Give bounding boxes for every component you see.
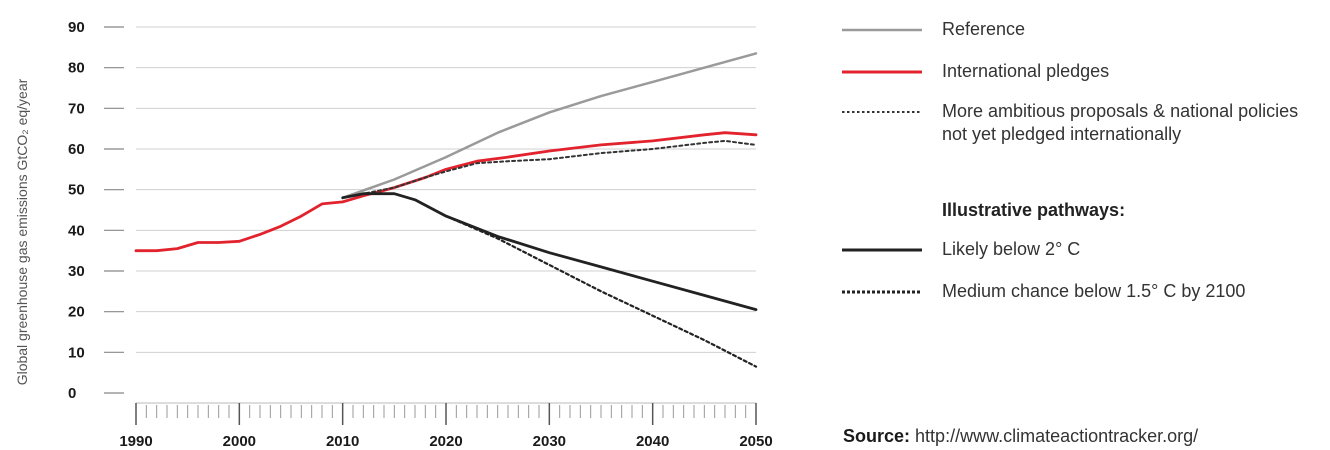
series-line-4 xyxy=(413,198,758,368)
x-tick-label-1990: 1990 xyxy=(119,433,152,450)
series-line-3 xyxy=(341,192,758,311)
x-tick-label-2050: 2050 xyxy=(739,433,772,450)
x-tick-label-2040: 2040 xyxy=(636,433,669,450)
series-lines xyxy=(134,52,758,368)
legend-label-pledges: International pledges xyxy=(942,61,1110,81)
x-tick-label-2000: 2000 xyxy=(223,433,256,450)
y-tick-label-10: 10 xyxy=(68,344,85,361)
legend-label-1-5c: Medium chance below 1.5° C by 2100 xyxy=(942,281,1246,301)
series-line-2 xyxy=(341,139,757,199)
source-label: Source: xyxy=(843,426,911,446)
y-tick-label-0: 0 xyxy=(68,385,76,402)
x-tick-label-2020: 2020 xyxy=(429,433,462,450)
y-tick-label-90: 90 xyxy=(68,19,85,36)
legend-label-ambitious: More ambitious proposals & national poli… xyxy=(942,101,1299,144)
source-url[interactable]: http://www.climateactiontracker.org/ xyxy=(915,426,1199,446)
legend-item-ambitious: More ambitious proposals & national poli… xyxy=(840,100,1320,146)
legend-item-1-5c: Medium chance below 1.5° C by 2100 xyxy=(840,280,1245,303)
legend-label-reference: Reference xyxy=(942,19,1026,39)
legend-item-pledges: International pledges xyxy=(840,60,1109,83)
y-tick-label-80: 80 xyxy=(68,60,85,77)
legend-swatch-pledges xyxy=(840,60,922,82)
legend-swatch-1-5c xyxy=(840,280,922,302)
y-tick-label-30: 30 xyxy=(68,263,85,280)
y-tick-label-20: 20 xyxy=(68,304,85,321)
y-tick-label-70: 70 xyxy=(68,100,85,117)
y-axis-label: Global greenhouse gas emissions GtCO₂ eq… xyxy=(14,78,30,385)
x-axis: 1990 2000 2010 2020 2030 2040 2050 xyxy=(119,402,773,450)
series-line-1 xyxy=(134,131,758,253)
legend-swatch-ambitious xyxy=(840,100,922,122)
x-tick-label-2030: 2030 xyxy=(533,433,566,450)
legend-item-2c: Likely below 2° C xyxy=(840,238,1080,261)
gridlines xyxy=(136,26,756,353)
x-tick-label-2010: 2010 xyxy=(326,433,359,450)
y-tick-label-60: 60 xyxy=(68,141,85,158)
legend-swatch-reference xyxy=(840,18,922,40)
legend: Reference International pledges More amb… xyxy=(840,0,1320,450)
legend-label-2c: Likely below 2° C xyxy=(942,239,1081,259)
y-axis: 0 10 20 30 40 50 60 70 80 90 xyxy=(68,19,124,402)
source-note: Source: http://www.climateactiontracker.… xyxy=(843,426,1198,447)
legend-swatch-2c xyxy=(840,238,922,260)
series-line-0 xyxy=(341,52,758,200)
y-tick-label-50: 50 xyxy=(68,182,85,199)
y-tick-label-40: 40 xyxy=(68,222,85,239)
legend-heading: Illustrative pathways: xyxy=(942,200,1126,220)
legend-item-reference: Reference xyxy=(840,18,1025,41)
